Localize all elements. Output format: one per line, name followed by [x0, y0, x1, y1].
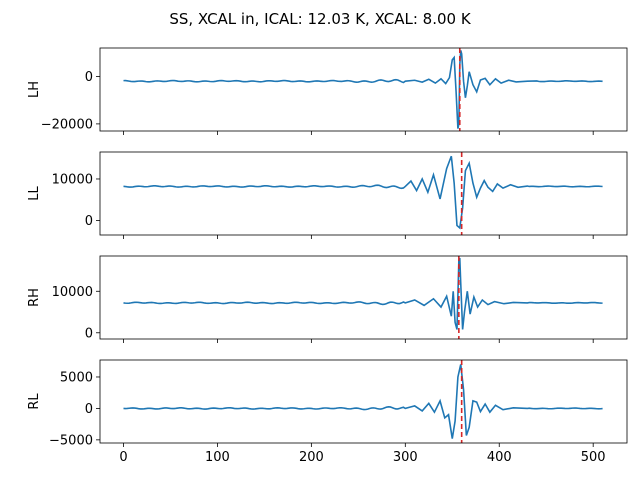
series-line-rl — [123, 364, 603, 439]
subplot-rl: −5000 0 5000 RL 0 100 200 300 400 500 — [27, 359, 628, 465]
y-tick-label: 0 — [85, 326, 93, 341]
x-tick-label: 100 — [205, 450, 230, 465]
subplots-container: −20000 0 LH 0 10000 LL 0 10000 RH −5000 0 5000 RL 0 10… — [27, 47, 628, 465]
y-axis-label: LL — [27, 186, 42, 201]
x-tick-label: 400 — [487, 450, 512, 465]
series-line-lh — [123, 50, 603, 129]
x-tick-label: 300 — [393, 450, 418, 465]
x-tick-label: 0 — [119, 450, 127, 465]
axes-frame — [99, 151, 628, 236]
y-tick-label: −5000 — [49, 433, 93, 448]
series-line-rh — [123, 257, 603, 330]
y-tick-label: 10000 — [52, 172, 93, 187]
x-tick-label: 200 — [299, 450, 324, 465]
chart-title: SS, XCAL in, ICAL: 12.03 K, XCAL: 8.00 K — [169, 10, 472, 28]
axes-frame — [99, 255, 628, 340]
axes-frame — [99, 359, 628, 444]
y-axis-label: LH — [27, 81, 42, 98]
y-tick-label: 0 — [85, 70, 93, 85]
y-tick-label: −20000 — [41, 117, 93, 132]
y-tick-label: 0 — [85, 214, 93, 229]
y-tick-label: 5000 — [60, 370, 93, 385]
y-tick-label: 10000 — [52, 285, 93, 300]
subplot-lh: −20000 0 LH — [27, 47, 628, 135]
series-line-ll — [123, 155, 603, 230]
axes-frame — [99, 47, 628, 132]
y-axis-label: RH — [27, 288, 42, 307]
x-tick-label: 500 — [581, 450, 606, 465]
y-tick-label: 0 — [85, 402, 93, 417]
y-axis-label: RL — [27, 393, 42, 410]
subplot-rh: 0 10000 RH — [27, 255, 628, 343]
subplot-ll: 0 10000 LL — [27, 151, 628, 239]
